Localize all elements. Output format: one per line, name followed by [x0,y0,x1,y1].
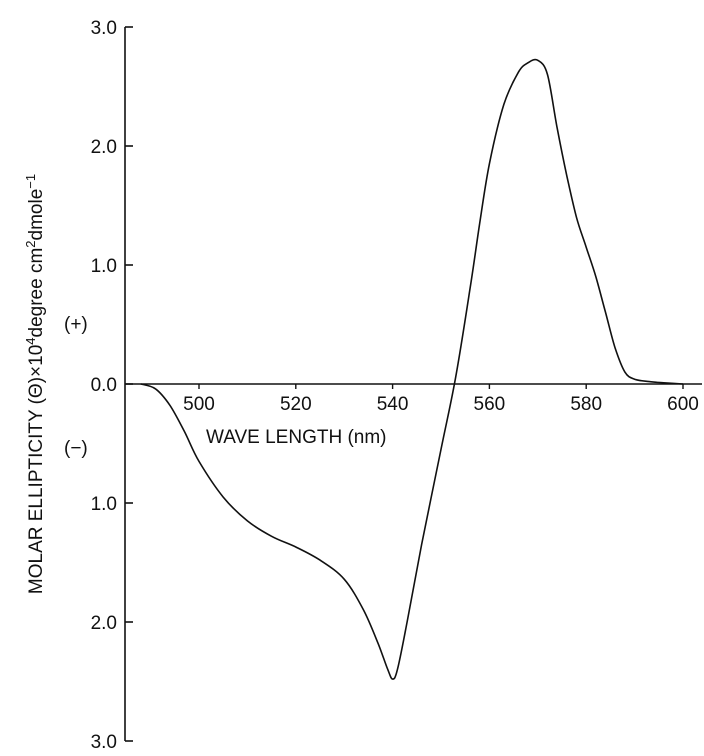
y-tick-label: 1.0 [91,256,117,277]
x-tick-label: 540 [377,394,409,415]
x-tick-label: 560 [474,394,506,415]
x-tick-label: 520 [280,394,312,415]
x-tick-label: 500 [183,394,215,415]
x-axis-title: WAVE LENGTH (nm) [206,427,387,448]
y-axis-title-units-sq: 2 [23,240,38,247]
y-axis-title-symbol: Θ [26,383,47,398]
y-axis-title-units-b: dmole [26,189,47,241]
series-line [140,58,684,680]
y-tick-label: 0.0 [91,375,117,396]
y-axis-title-units-a: degree cm [26,248,47,338]
y-axis-title-mid: )×10 [26,345,47,384]
y-tick-label: 1.0 [91,494,117,515]
series-group [140,58,684,680]
y-tick-label: 2.0 [91,613,117,634]
y-axis-title-exp: 4 [23,337,38,344]
negative-sign-label: (−) [64,438,88,459]
y-tick-label: 3.0 [91,18,117,39]
y-axis-title-prefix: MOLAR ELLIPTICITY ( [26,397,47,594]
y-axis-title-units-inv: −1 [23,174,38,189]
y-axis-title: MOLAR ELLIPTICITY (Θ)×104degree cm2dmole… [23,174,48,594]
y-tick-label: 3.0 [91,732,117,753]
positive-sign-label: (+) [64,314,88,335]
y-tick-label: 2.0 [91,137,117,158]
x-tick-label: 580 [570,394,602,415]
y-axis-ticks: 3.0 2.0 1.0 0.0 1.0 2.0 3.0 [91,18,133,753]
x-axis-ticks: 500 520 540 560 580 600 [183,384,699,415]
x-tick-label: 600 [667,394,699,415]
